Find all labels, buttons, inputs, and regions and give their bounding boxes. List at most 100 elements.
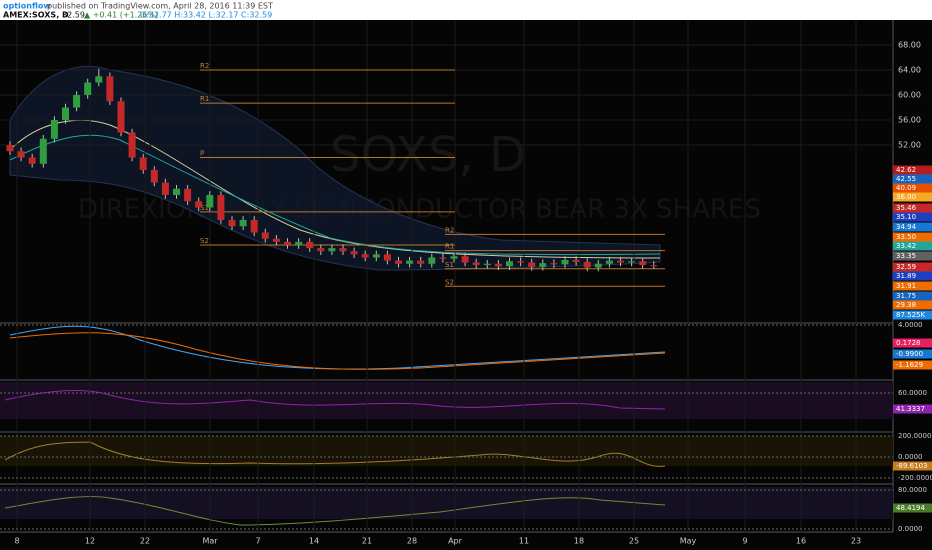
price-badge [893, 338, 932, 348]
candle-body [173, 188, 180, 195]
price-badge [893, 192, 932, 202]
y-tick-label: 68.00 [898, 41, 921, 50]
candle-body [617, 260, 624, 263]
x-tick-label: 21 [362, 537, 372, 546]
rsi-line [4, 390, 666, 410]
price-badge [893, 222, 932, 232]
y-tick-label: 56.00 [898, 116, 921, 125]
price-badge-label: 35.46 [896, 204, 917, 212]
price-badge [893, 310, 932, 320]
candle-body [383, 254, 391, 261]
price-badge-label: 29.38 [896, 301, 916, 309]
candle-body [650, 265, 658, 267]
x-tick-label: 8 [14, 537, 19, 546]
candle-body [528, 262, 536, 267]
price-badge-label: 33.50 [896, 233, 916, 241]
candle-body [139, 157, 147, 170]
candle-body [206, 195, 214, 208]
price-badge [893, 461, 932, 471]
price-badge [893, 232, 932, 242]
panel-tick-label: 200.0000 [898, 432, 931, 440]
x-tick-label: 22 [140, 537, 150, 546]
rsi-band [0, 382, 893, 419]
candle-body [95, 76, 103, 83]
header-bar [0, 0, 932, 20]
x-tick-label: 11 [519, 537, 529, 546]
candle-body [328, 248, 336, 252]
stoch-line [4, 496, 666, 526]
candle-body [28, 157, 36, 164]
symbol: AMEX:SOXS, D [3, 11, 69, 20]
price-badge-label: 32.59 [896, 263, 916, 271]
pivot-label: R1 [200, 95, 209, 103]
price-badge [893, 404, 932, 414]
x-tick-label: 9 [742, 537, 747, 546]
price-badge [893, 281, 932, 291]
panel-tick-label: 4.0000 [898, 321, 923, 329]
candle-body [583, 261, 591, 268]
y-tick-label: 60.00 [898, 91, 921, 100]
candle-body [239, 220, 247, 227]
price-badge-label: 87.525K [896, 311, 925, 319]
candle-body [195, 201, 203, 208]
candle-body [361, 254, 369, 258]
pivot-label: S1 [200, 204, 209, 212]
candle-body [39, 138, 47, 164]
price-badge [893, 251, 932, 261]
price-badge-label: 40.09 [896, 184, 916, 192]
bollinger-band [9, 66, 661, 271]
y-tick-label: 52.00 [898, 141, 921, 150]
candle-body [517, 261, 525, 263]
candle-body [317, 248, 325, 252]
candle-body [272, 238, 280, 242]
price-badge-label: 42.62 [896, 166, 916, 174]
x-tick-label: 28 [407, 537, 417, 546]
panel-tick-label: -200.0000 [898, 474, 932, 482]
candle-body [561, 260, 569, 265]
price-badge [893, 271, 932, 281]
author[interactable]: optionflow [3, 2, 51, 11]
candle-body [605, 260, 613, 264]
price-badge-label: 34.94 [896, 223, 917, 231]
candle-body [628, 261, 636, 263]
price-badge [893, 291, 932, 301]
candle-body [117, 101, 125, 133]
price-badge [893, 241, 932, 251]
price-badge [893, 300, 932, 310]
price-badge [893, 165, 932, 175]
price-badge-label: -0.9900 [896, 350, 923, 358]
candle-body [461, 256, 469, 263]
pivot-label: R1 [445, 243, 454, 251]
price-badge-label: 31.75 [896, 292, 916, 300]
candle-body [6, 145, 14, 152]
price-badge [893, 360, 932, 370]
panel-tick-label: 0.0000 [898, 453, 923, 461]
x-tick-label: 23 [851, 537, 861, 546]
y-tick-label: 64.00 [898, 66, 921, 75]
panel-separators [0, 20, 894, 533]
candle-body [161, 182, 169, 195]
price-badge-label: 35.10 [896, 213, 916, 221]
candle-body [284, 241, 291, 245]
price-badge [893, 203, 932, 213]
cci-band [0, 436, 893, 466]
price-badge-label: 33.35 [896, 252, 916, 260]
pivot-label: S2 [200, 237, 209, 245]
candle-body [295, 241, 303, 245]
candle-body [494, 263, 502, 267]
pivot-label: R2 [445, 226, 454, 234]
candle-body [406, 260, 414, 264]
candle-body [350, 251, 358, 255]
candle-body [550, 263, 558, 265]
price-badge [893, 262, 932, 272]
price-badge-label: 31.89 [896, 272, 916, 280]
x-tick-label: 12 [85, 537, 95, 546]
price-badge [893, 503, 932, 513]
pivot-label: S2 [445, 278, 454, 286]
price-badge-label: 41.3337 [896, 405, 925, 413]
candle-body [450, 256, 458, 259]
pivot-label: P [200, 150, 204, 158]
price-badge-label: 48.4194 [896, 504, 925, 512]
candle-body [572, 260, 580, 262]
panel-tick-label: 80.0000 [898, 486, 927, 494]
